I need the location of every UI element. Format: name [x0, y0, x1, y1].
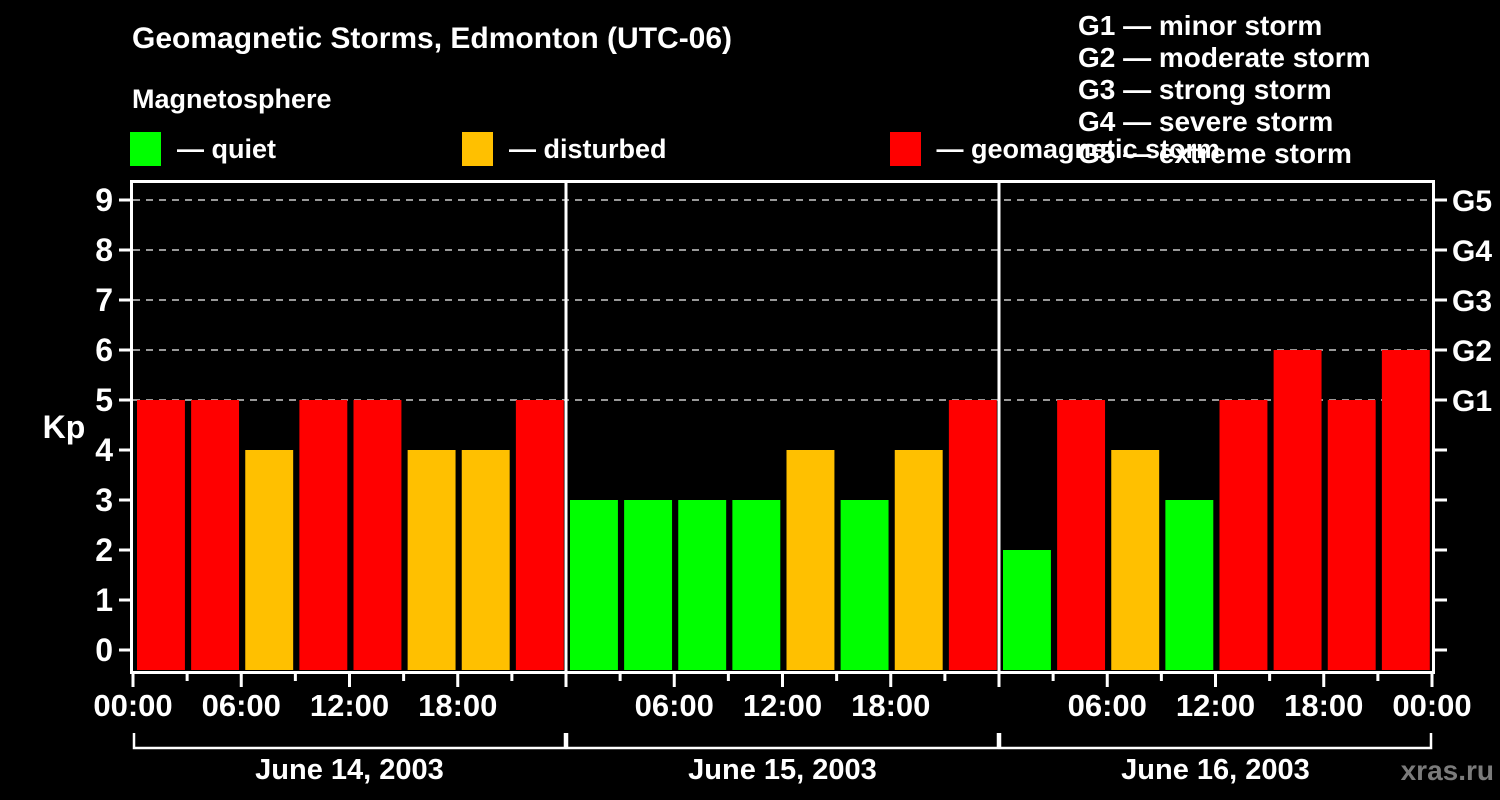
kp-bar: [1057, 400, 1106, 670]
x-tick-label: 00:00: [1392, 688, 1471, 723]
storm-scale-legend: G1 — minor storm G2 — moderate storm G3 — …: [1078, 10, 1371, 170]
y-tick-label: 0: [95, 632, 113, 668]
kp-bar: [407, 450, 456, 670]
kp-bar: [245, 450, 294, 670]
plot-border: [130, 180, 1435, 674]
x-tick-label: 00:00: [93, 688, 172, 723]
y-tick-label: 7: [95, 282, 113, 318]
kp-bar: [515, 400, 564, 670]
y-tick-label: 4: [95, 432, 113, 468]
kp-bar: [461, 450, 510, 670]
g-scale-tick-label: G1: [1452, 385, 1492, 418]
y-tick-label: 1: [95, 582, 113, 618]
legend-item-quiet: — quiet: [130, 132, 276, 166]
disturbed-color-swatch: [462, 132, 493, 166]
y-tick-label: 9: [95, 182, 113, 218]
legend-item-storm: — geomagnetic storm: [889, 132, 1221, 166]
date-bracket: [998, 733, 1433, 750]
legend-item-label: — quiet: [177, 133, 276, 164]
kp-bar: [1165, 500, 1214, 670]
x-tick-label: 06:00: [202, 688, 281, 723]
x-tick-label: 18:00: [1284, 688, 1363, 723]
storm-scale-legend-line: G1 — minor storm: [1078, 10, 1323, 41]
kp-bar: [678, 500, 727, 670]
kp-bar: [948, 400, 997, 670]
kp-bar: [1381, 350, 1430, 670]
date-bracket: [565, 733, 1000, 750]
storm-scale-legend-line: G4 — severe storm: [1078, 106, 1334, 137]
y-tick-label: 3: [95, 482, 113, 518]
y-tick-label: 6: [95, 332, 113, 368]
x-tick-label: 12:00: [1176, 688, 1255, 723]
color-legend: — quiet — disturbed — geomagnetic storm: [130, 132, 1220, 166]
kp-bar: [137, 400, 185, 670]
date-bracket: [132, 733, 567, 750]
x-tick-label: 06:00: [635, 688, 714, 723]
date-label: June 16, 2003: [1121, 754, 1310, 786]
kp-bar: [1219, 400, 1268, 670]
kp-bar: [894, 450, 943, 670]
kp-bar: [299, 400, 348, 670]
page-title: Geomagnetic Storms, Edmonton (UTC-06): [132, 22, 733, 55]
kp-bar: [570, 500, 618, 670]
g-scale-tick-label: G3: [1452, 285, 1492, 318]
kp-axis-title: Kp: [43, 409, 86, 445]
g-scale-tick-label: G5: [1452, 185, 1492, 218]
g-scale-tick-label: G4: [1452, 235, 1492, 268]
date-label: June 15, 2003: [688, 754, 877, 786]
storm-scale-legend-line: G5 — extreme storm: [1078, 138, 1352, 169]
storm-scale-legend-line: G2 — moderate storm: [1078, 42, 1371, 73]
quiet-color-swatch: [130, 132, 161, 166]
legend-item-label: — geomagnetic storm: [936, 133, 1221, 164]
kp-bar: [786, 450, 835, 670]
watermark: xras.ru: [1400, 755, 1494, 786]
kp-bar: [1273, 350, 1322, 670]
kp-bar: [353, 400, 402, 670]
x-tick-label: 06:00: [1068, 688, 1147, 723]
g-scale-tick-label: G2: [1452, 335, 1492, 368]
legend-item-disturbed: — disturbed: [462, 132, 667, 166]
kp-bar: [840, 500, 889, 670]
legend-item-label: — disturbed: [509, 133, 667, 164]
kp-bar: [191, 400, 240, 670]
x-tick-label: 18:00: [851, 688, 930, 723]
date-label: June 14, 2003: [255, 754, 444, 786]
y-tick-label: 5: [95, 382, 113, 418]
kp-bar: [1111, 450, 1160, 670]
kp-bar: [732, 500, 781, 670]
x-tick-label: 12:00: [743, 688, 822, 723]
x-tick-label: 12:00: [310, 688, 389, 723]
kp-bar: [624, 500, 673, 670]
y-tick-label: 8: [95, 232, 113, 268]
x-tick-label: 18:00: [418, 688, 497, 723]
storm-color-swatch: [889, 132, 921, 166]
storm-scale-legend-line: G3 — strong storm: [1078, 74, 1332, 105]
y-tick-label: 2: [95, 532, 113, 568]
kp-bar: [1003, 550, 1051, 670]
kp-bar: [1327, 400, 1376, 670]
chart-subtitle: Magnetosphere: [132, 84, 332, 114]
